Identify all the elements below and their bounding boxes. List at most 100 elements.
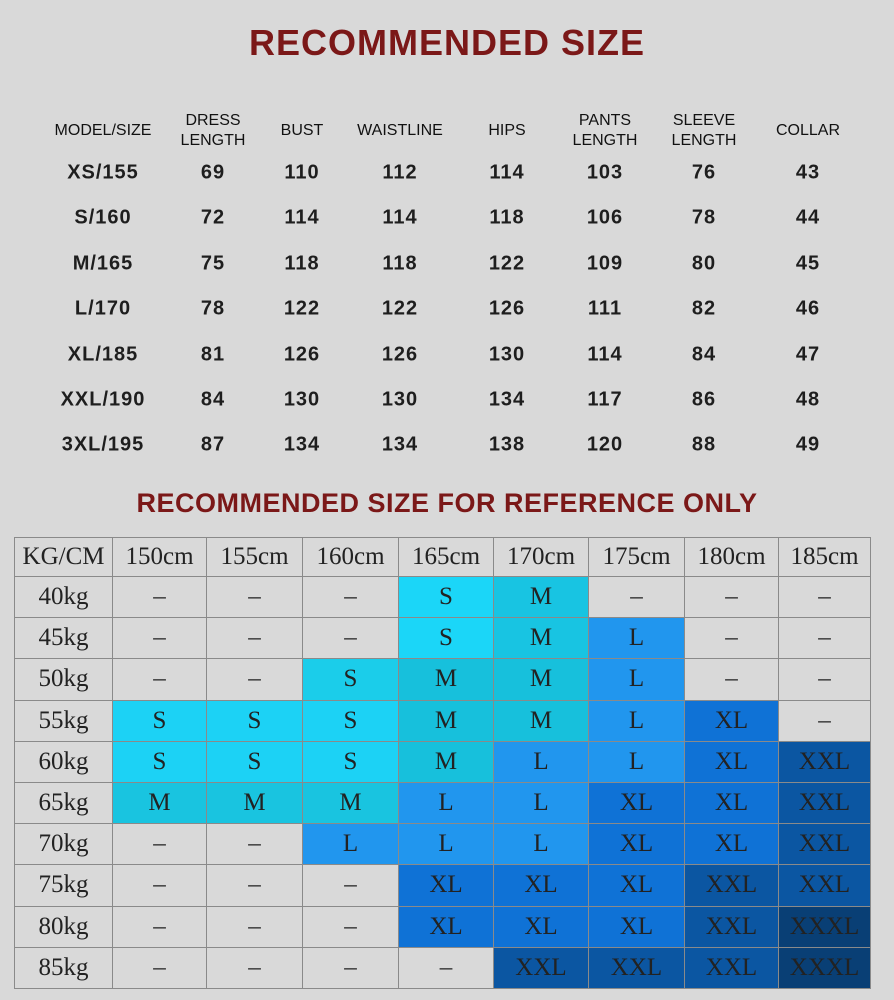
table-cell: 46: [795, 297, 821, 320]
size-cell: M: [112, 782, 207, 825]
column-header: DRESS LENGTH: [180, 112, 246, 149]
table-cell: 75: [200, 252, 226, 275]
table-cell: L/170: [74, 297, 132, 320]
size-cell: XL: [493, 905, 589, 948]
column-header: 165cm: [398, 537, 494, 577]
size-cell: S: [206, 699, 303, 742]
empty-cell: –: [112, 617, 207, 660]
column-header: 155cm: [206, 537, 303, 577]
table-cell: 78: [200, 297, 226, 320]
size-cell: L: [588, 617, 685, 660]
size-cell: S: [112, 699, 207, 742]
empty-cell: –: [684, 617, 779, 660]
table-cell: 122: [381, 297, 419, 320]
empty-cell: –: [112, 946, 207, 989]
size-cell: M: [398, 658, 494, 701]
table-cell: 76: [691, 161, 717, 184]
empty-cell: –: [206, 946, 303, 989]
row-header: 55kg: [14, 699, 113, 742]
size-cell: XL: [493, 864, 589, 907]
empty-cell: –: [206, 905, 303, 948]
table-cell: XXL/190: [60, 388, 146, 411]
table-cell: M/165: [72, 252, 134, 275]
table-cell: 82: [691, 297, 717, 320]
table-cell: 109: [586, 252, 624, 275]
table-cell: 81: [200, 343, 226, 366]
empty-cell: –: [206, 617, 303, 660]
table-cell: 130: [283, 388, 321, 411]
size-cell: L: [493, 823, 589, 866]
table-cell: 130: [488, 343, 526, 366]
column-header: COLLAR: [775, 122, 841, 139]
size-cell: XL: [684, 699, 779, 742]
size-cell: XXL: [778, 823, 871, 866]
size-cell: XXL: [684, 905, 779, 948]
size-cell: XXL: [684, 864, 779, 907]
table-cell: 138: [488, 433, 526, 456]
empty-cell: –: [112, 905, 207, 948]
empty-cell: –: [112, 823, 207, 866]
table-cell: 120: [586, 433, 624, 456]
row-header: 85kg: [14, 946, 113, 989]
size-cell: XL: [684, 823, 779, 866]
size-cell: L: [588, 658, 685, 701]
empty-cell: –: [112, 576, 207, 619]
size-cell: XXL: [778, 864, 871, 907]
table-cell: 87: [200, 433, 226, 456]
empty-cell: –: [684, 658, 779, 701]
empty-cell: –: [778, 576, 871, 619]
table-cell: 78: [691, 206, 717, 229]
column-header: 175cm: [588, 537, 685, 577]
column-header: 150cm: [112, 537, 207, 577]
table-cell: 134: [488, 388, 526, 411]
size-cell: XXL: [778, 782, 871, 825]
size-cell: XL: [588, 782, 685, 825]
size-cell: XXL: [684, 946, 779, 989]
table-cell: 86: [691, 388, 717, 411]
size-cell: XXXL: [778, 946, 871, 989]
size-cell: S: [206, 740, 303, 783]
size-cell: L: [588, 740, 685, 783]
table-cell: 134: [283, 433, 321, 456]
title: RECOMMENDED SIZE: [248, 22, 646, 63]
table-cell: 49: [795, 433, 821, 456]
size-cell: M: [206, 782, 303, 825]
size-cell: S: [302, 658, 399, 701]
table-cell: XS/155: [67, 161, 139, 184]
table-cell: 45: [795, 252, 821, 275]
table-cell: 84: [691, 343, 717, 366]
table-cell: 122: [283, 297, 321, 320]
table-cell: 114: [587, 343, 623, 366]
size-cell: XL: [684, 740, 779, 783]
size-cell: XL: [588, 905, 685, 948]
column-header: BUST: [280, 122, 324, 139]
column-header: MODEL/SIZE: [54, 122, 152, 139]
row-header: 75kg: [14, 864, 113, 907]
size-cell: XXXL: [778, 905, 871, 948]
table-cell: 47: [795, 343, 821, 366]
table-cell: 69: [200, 161, 226, 184]
table-cell: 43: [795, 161, 821, 184]
row-header: 80kg: [14, 905, 113, 948]
empty-cell: –: [684, 576, 779, 619]
column-header: WAISTLINE: [357, 122, 443, 139]
size-cell: M: [493, 617, 589, 660]
row-header: 70kg: [14, 823, 113, 866]
size-cell: XL: [684, 782, 779, 825]
table-cell: 118: [284, 252, 320, 275]
table-cell: 106: [586, 206, 624, 229]
row-header: 65kg: [14, 782, 113, 825]
table-cell: 111: [587, 297, 623, 320]
reference-table: KG/CM 150cm 155cm 160cm 165cm 170cm 175cm 180cm…: [14, 537, 871, 989]
table-cell: 117: [587, 388, 623, 411]
size-cell: XL: [588, 823, 685, 866]
size-cell: M: [398, 699, 494, 742]
table-cell: 3XL/195: [61, 433, 145, 456]
size-cell: S: [398, 617, 494, 660]
table-cell: 88: [691, 433, 717, 456]
table-cell: 103: [586, 161, 624, 184]
row-header: 40kg: [14, 576, 113, 619]
size-cell: XL: [588, 864, 685, 907]
table-cell: 114: [489, 161, 525, 184]
